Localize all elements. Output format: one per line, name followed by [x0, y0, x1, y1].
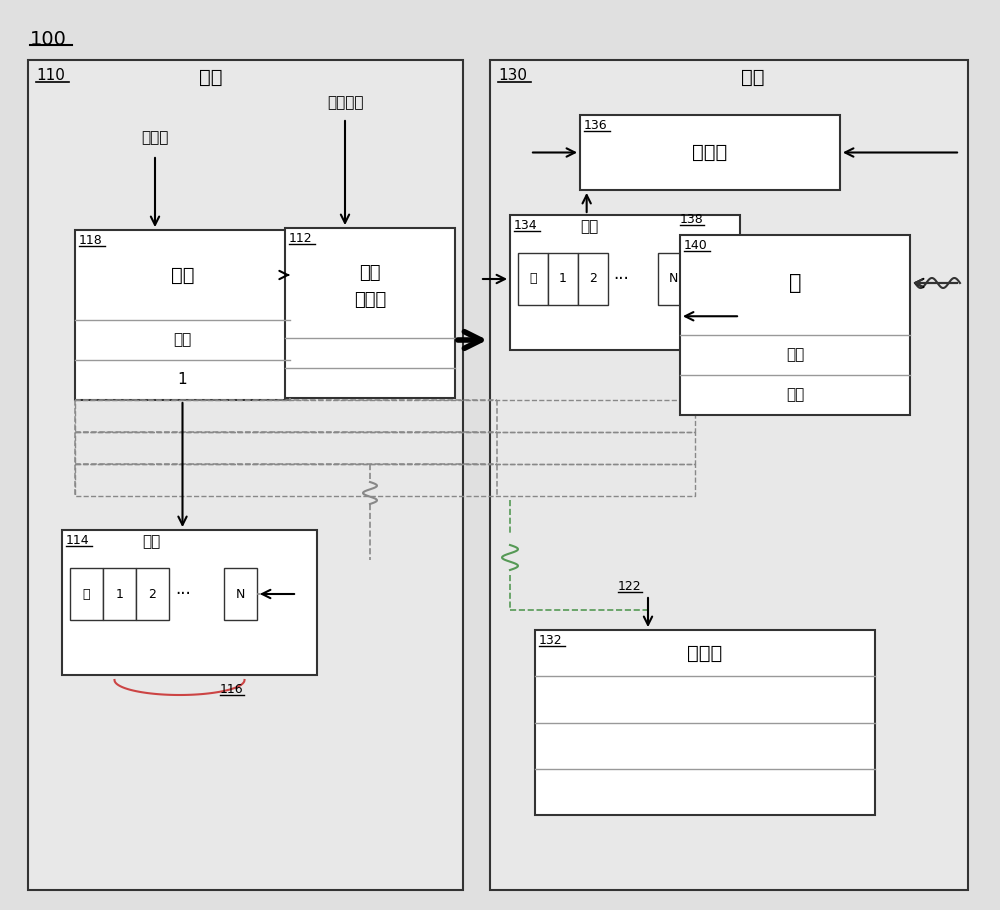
- Text: 2: 2: [149, 588, 156, 601]
- Bar: [75, 400, 695, 432]
- Text: N: N: [668, 272, 678, 286]
- Text: 110: 110: [36, 68, 65, 83]
- Text: 根对象: 根对象: [692, 143, 728, 162]
- Text: 134: 134: [514, 219, 538, 232]
- Bar: [490, 60, 968, 890]
- Text: N: N: [236, 588, 245, 601]
- Bar: [518, 253, 548, 305]
- Text: 138: 138: [680, 213, 704, 226]
- Text: 创建区域: 创建区域: [327, 95, 363, 110]
- Bar: [136, 568, 169, 620]
- Text: 应用: 应用: [199, 68, 222, 87]
- Text: 区域: 区域: [741, 68, 765, 87]
- Text: 空: 空: [83, 588, 90, 601]
- Text: 创建器: 创建器: [354, 291, 386, 309]
- Bar: [285, 228, 455, 398]
- Text: 2: 2: [589, 272, 597, 286]
- Bar: [578, 253, 608, 305]
- Bar: [224, 568, 257, 620]
- Text: 132: 132: [539, 634, 563, 647]
- Bar: [75, 464, 695, 496]
- Bar: [103, 568, 136, 620]
- Text: 136: 136: [584, 119, 608, 132]
- Text: 118: 118: [79, 234, 103, 247]
- Text: 指针: 指针: [786, 348, 804, 362]
- Bar: [658, 253, 688, 305]
- Text: 启动类: 启动类: [687, 643, 723, 662]
- Text: 114: 114: [66, 534, 90, 547]
- Text: ···: ···: [613, 270, 629, 288]
- Text: 1: 1: [116, 588, 123, 601]
- Text: 130: 130: [498, 68, 527, 83]
- Text: 140: 140: [684, 239, 708, 252]
- Text: 信道: 信道: [580, 219, 598, 234]
- Text: 区域: 区域: [359, 264, 381, 282]
- Text: 100: 100: [30, 30, 67, 49]
- Bar: [62, 530, 317, 675]
- Text: 1: 1: [178, 372, 187, 388]
- Text: 116: 116: [220, 683, 243, 696]
- Bar: [497, 100, 962, 820]
- Bar: [75, 432, 695, 464]
- Text: 桥: 桥: [789, 273, 801, 293]
- Bar: [680, 235, 910, 415]
- Text: 指针: 指针: [173, 332, 192, 348]
- Bar: [548, 253, 578, 305]
- Bar: [28, 60, 463, 890]
- Text: 空: 空: [529, 272, 537, 286]
- Bar: [510, 215, 740, 350]
- Text: 代理: 代理: [171, 266, 194, 285]
- Text: ···: ···: [175, 585, 191, 603]
- Text: 1: 1: [559, 272, 567, 286]
- Text: 指针: 指针: [786, 388, 804, 402]
- Bar: [580, 115, 840, 190]
- Bar: [70, 568, 103, 620]
- Bar: [535, 630, 875, 815]
- Bar: [75, 230, 290, 400]
- Text: 122: 122: [618, 580, 642, 593]
- Text: 信道: 信道: [142, 534, 160, 549]
- Text: 112: 112: [289, 232, 313, 245]
- Text: 根接口: 根接口: [141, 130, 169, 145]
